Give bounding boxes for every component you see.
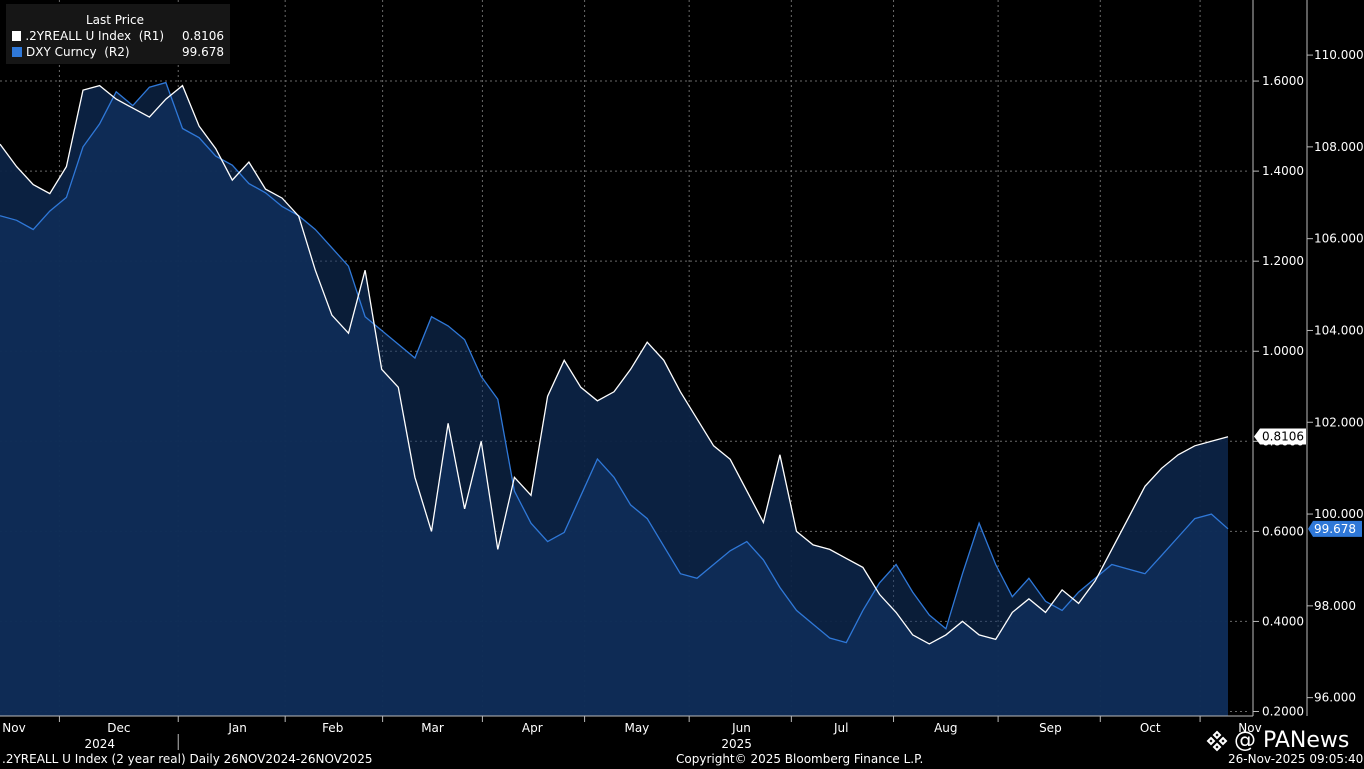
axis-r1-tick-label: 0.6000: [1262, 524, 1304, 538]
legend-row-dxy: DXY Curncy (R2) 99.678: [6, 44, 230, 60]
axis-x-tick-label: Nov: [2, 721, 25, 735]
axis-r1-tick-label: 0.4000: [1262, 614, 1304, 628]
axis-x-tick-label: Sep: [1039, 721, 1062, 735]
axis-x-tick-label: Oct: [1140, 721, 1161, 735]
footer-copyright: Copyright© 2025 Bloomberg Finance L.P.: [676, 752, 924, 766]
axis-x-tick-label: Aug: [934, 721, 957, 735]
legend-name-real-yield: .2YREALL U Index (R1): [25, 29, 165, 43]
axis-r2-tick-label: 100.000: [1314, 507, 1364, 521]
axis-x-tick-label: Mar: [421, 721, 444, 735]
legend-row-real-yield: .2YREALL U Index (R1) 0.8106: [6, 28, 230, 44]
axis-r1-tick-label: 0.2000: [1262, 704, 1304, 718]
real-yield-last-value: 0.8106: [1262, 430, 1304, 444]
dxy-last-value: 99.678: [1314, 522, 1356, 536]
axis-x-tick-label: Jul: [833, 721, 848, 735]
axis-x-tick-label: Apr: [522, 721, 543, 735]
axis-r2-tick-label: 104.000: [1314, 323, 1364, 337]
legend-value-dxy: 99.678: [182, 45, 224, 59]
axis-x-tick-label: Feb: [322, 721, 343, 735]
real-yield-line: [0, 84, 1229, 645]
axis-x-tick-label: Nov: [1238, 721, 1261, 735]
axis-r2-tick-label: 98.000: [1314, 599, 1356, 613]
legend-title: Last Price: [85, 13, 145, 27]
axes: 0.20000.40000.60000.80001.00001.20001.40…: [0, 0, 1364, 751]
axis-r1-tick-label: 1.0000: [1262, 344, 1304, 358]
axis-r2-tick-label: 96.000: [1314, 691, 1356, 705]
footer-description: .2YREALL U Index (2 year real) Daily 26N…: [2, 752, 373, 766]
axis-x-year-label: 2025: [721, 737, 752, 751]
dxy-last-tag: [1308, 520, 1362, 537]
axis-x-year-label: 2024: [85, 737, 116, 751]
legend-swatch-dxy: [12, 47, 22, 57]
footer-timestamp: 26-Nov-2025 09:05:40: [1228, 752, 1364, 766]
axis-x-tick-label: May: [624, 721, 649, 735]
watermark: @ PANews: [1206, 728, 1349, 753]
axis-r2-tick-label: 102.000: [1314, 415, 1364, 429]
legend-swatch-real-yield: [12, 31, 22, 41]
axis-r2-tick-label: 110.000: [1314, 48, 1364, 62]
axis-x-tick-label: Dec: [107, 721, 130, 735]
axis-r1-tick-label: 1.6000: [1262, 74, 1304, 88]
legend: Last Price .2YREALL U Index (R1) 0.8106 …: [6, 4, 230, 64]
axis-r1-tick-label: 1.4000: [1262, 164, 1304, 178]
legend-name-dxy: DXY Curncy (R2): [26, 45, 130, 59]
series-lines: [0, 81, 1229, 645]
axis-r1-tick-label: 1.2000: [1262, 254, 1304, 268]
legend-value-real-yield: 0.8106: [182, 29, 224, 43]
real-yield-last-tag: [1254, 428, 1306, 445]
binance-diamond-icon: [1206, 730, 1228, 751]
dxy-area: [0, 82, 1228, 717]
axis-r2-tick-label: 106.000: [1314, 232, 1364, 246]
watermark-text: @ PANews: [1234, 728, 1350, 753]
axis-x-tick-label: Jan: [227, 721, 247, 735]
series-area: [0, 82, 1228, 717]
axis-x-tick-label: Jun: [731, 721, 751, 735]
dxy-line: [0, 81, 1229, 644]
axis-r2-tick-label: 108.000: [1314, 140, 1364, 154]
